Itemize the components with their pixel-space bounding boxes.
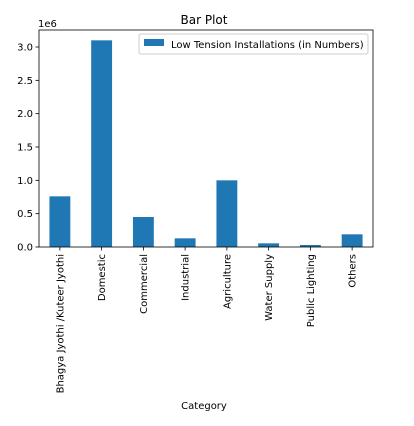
y-tick-label: 0.0 (17, 243, 33, 254)
legend-label: Low Tension Installations (in Numbers) (171, 40, 364, 51)
legend-swatch (144, 39, 164, 46)
plot-area: Bhagya Jyothi /Kuteer Jyothi Domestic Comm… (17, 29, 374, 393)
x-tick-label: Public Lighting (306, 254, 317, 327)
x-tick-label: Commercial (139, 254, 150, 314)
x-tick-label: Domestic (97, 254, 108, 301)
bar (258, 243, 280, 247)
bar (299, 245, 321, 247)
bar (341, 234, 363, 247)
x-tick-label: Industrial (181, 254, 192, 301)
bar (49, 196, 71, 247)
x-tick-label: Others (348, 254, 359, 288)
y-tick-label: 1.0 (17, 176, 33, 187)
bar (174, 238, 196, 247)
y-axis-scale-label: 1e6 (38, 19, 57, 30)
y-tick-label: 0.5 (17, 209, 33, 220)
y-tick-label: 2.5 (17, 76, 33, 87)
x-axis-label: Category (181, 401, 227, 412)
y-tick-label: 2.0 (17, 109, 33, 120)
x-tick-label: Bhagya Jyothi /Kuteer Jyothi (55, 254, 66, 393)
legend: Low Tension Installations (in Numbers) (138, 33, 369, 55)
x-tick-label: Agriculture (222, 254, 233, 309)
chart-title: Bar Plot (181, 13, 228, 27)
y-tick-label: 3.0 (17, 43, 33, 54)
y-tick-label: 1.5 (17, 143, 33, 154)
x-tick-label: Water Supply (264, 254, 275, 321)
bar (91, 40, 113, 247)
legend-frame (138, 33, 369, 55)
bar (216, 180, 238, 247)
axes-frame (38, 29, 374, 248)
bar (132, 217, 154, 247)
